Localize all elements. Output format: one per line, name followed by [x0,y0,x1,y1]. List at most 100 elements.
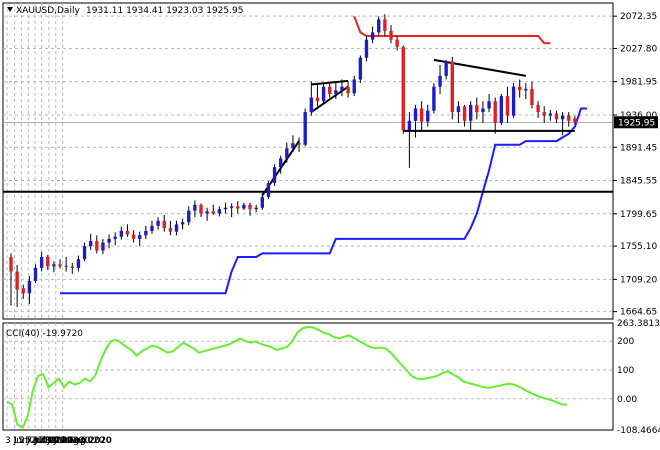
candle-bear [21,288,25,294]
red-trend-line [353,16,551,45]
price-panel-frame [2,2,614,320]
candle-bull [352,79,356,94]
candle-bull [377,19,381,33]
candle-bull [272,167,277,184]
candle-bull [444,61,448,76]
price-tick-label: 1845.55 [620,177,657,187]
candle-bear [493,101,497,123]
candle-bull [468,104,473,121]
candle-bull [174,224,179,232]
candle-bull [438,75,442,87]
date-tick-label: 10 Aug 2020 [47,436,105,446]
candle-bull [309,97,314,113]
candle-bull [205,211,209,214]
candle-bull [285,148,289,159]
candle-bull [303,112,307,145]
candle-bear [389,30,393,40]
date-tick-label: 1 Sep 2020 [61,436,113,446]
candle-bear [554,113,559,120]
candle-bull [456,106,461,113]
cci-tick-label: 100 [617,366,634,376]
candle-bear [328,86,332,94]
date-tick-label: 3 Jun 2020 [5,436,54,446]
date-tick-label: 29 Jul 2020 [40,436,91,446]
candle-bull [487,101,491,109]
candle-bull [340,86,344,91]
date-tick-label: 7 Jul 2020 [26,436,71,446]
price-tick-label: 1709.20 [620,275,657,285]
chart-header: XAUUSD,Daily 1931.11 1934.41 1923.03 192… [7,6,243,16]
candle-bull [193,204,197,211]
candle-bull [138,235,142,239]
candle-bear [248,204,252,210]
candle-bull [242,204,246,209]
price-tick-label: 2027.80 [620,44,657,54]
candle-bull [426,110,430,122]
candle-bull [76,259,81,268]
cci-panel-frame [2,322,614,431]
candle-bull [113,236,117,239]
candle-bull [481,108,485,113]
price-tick-label: 1981.95 [620,78,657,88]
candle-bull [254,207,258,210]
candle-bull [291,143,295,149]
price-axis: 2072.35 2027.80 1981.95 1936.00 1891.45 1845.… [613,12,657,318]
date-tick-label: 20 Aug 2020 [54,436,112,446]
last-price-label: 1925.95 [618,118,655,128]
candle-bear [542,112,546,116]
date-tick-label: 15 Jun 2020 [13,436,67,446]
candle-bear [236,206,240,209]
candle-bull [499,96,504,123]
cci-tick-label: 200 [617,337,634,347]
candle-bear [15,271,19,290]
price-tick-label: 1936.00 [620,111,657,121]
candle-bear [518,86,522,91]
candle-bear [462,106,467,121]
candle-bear [131,234,136,239]
candle-bull [432,86,436,111]
candle-bull [260,196,264,208]
candle-bear [395,39,399,47]
candle-bull [27,280,32,294]
symbol-label: XAUUSD,Daily [16,6,80,16]
candle-bull [334,90,338,94]
candle-bull [223,207,228,210]
descending-resistance-line [433,58,527,77]
price-tick-label: 1755.10 [620,242,657,252]
candle-bull [560,115,565,120]
date-tick-label: 17 Jul 2020 [33,436,84,446]
dropdown-triangle-icon[interactable] [7,7,13,12]
candle-bear [536,104,540,113]
candle-bear [211,211,215,214]
candle-bull [39,257,44,268]
date-tick-label: 25 Jun 2020 [19,436,73,446]
candle-bull [364,39,369,58]
candle-bull [278,158,283,168]
candle-bear [530,88,534,105]
candle-bull [321,86,326,102]
candle-bear [419,108,424,122]
cci-tick-label: 0.00 [617,395,637,405]
candle-bull [107,238,111,243]
price-tick-label: 1664.65 [620,308,657,318]
candle-bull [33,267,38,281]
candle-bear [383,19,387,31]
candle-bear [199,204,203,214]
cci-series [6,325,567,430]
cci-axis: 263.3813 200 100 0.00 -108.4664 [617,319,660,436]
candle-bear [315,97,320,102]
cci-tick-label: 263.3813 [617,319,660,329]
candle-bull [187,210,191,223]
candle-bear [573,118,577,123]
candle-bull [150,225,154,231]
candle-bear [46,257,50,267]
candle-bull [52,264,56,267]
price-grid [3,3,613,430]
price-tick-label: 2072.35 [620,12,657,22]
candle-bear [125,230,130,235]
candle-bull [82,246,87,260]
cci-line [6,325,567,430]
candle-bull [548,113,553,116]
candle-bear [95,241,99,251]
